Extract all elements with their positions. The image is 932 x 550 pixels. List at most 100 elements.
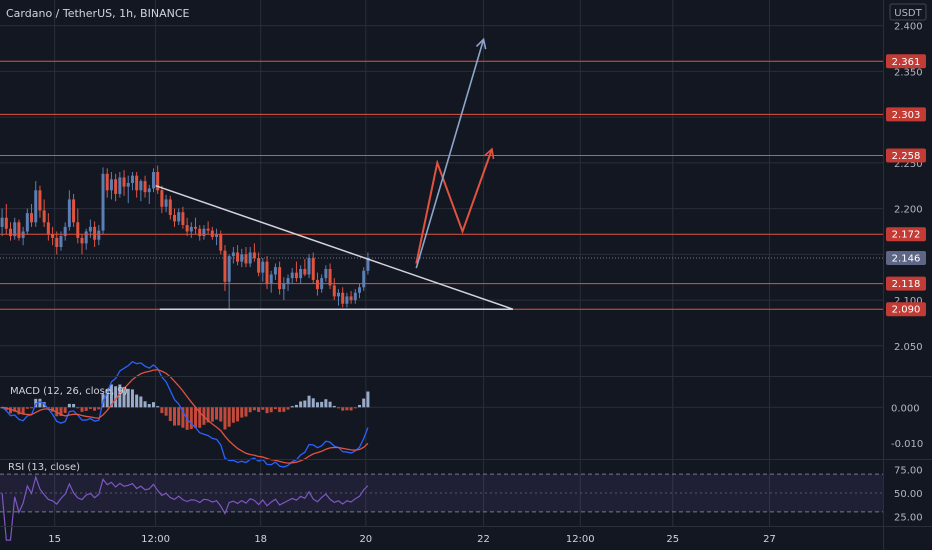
y-tick-label: 2.100 bbox=[894, 296, 923, 307]
candle-body bbox=[42, 210, 46, 223]
candle-body bbox=[273, 267, 277, 275]
macd-histogram-bar bbox=[164, 407, 168, 416]
macd-histogram-bar bbox=[76, 407, 80, 409]
candle-body bbox=[202, 228, 206, 237]
candle-body bbox=[126, 182, 130, 187]
macd-histogram-bar bbox=[135, 394, 139, 408]
macd-histogram-bar bbox=[88, 407, 92, 409]
candle-body bbox=[294, 272, 298, 279]
candle-body bbox=[219, 234, 223, 251]
price-axis[interactable]: 2.4002.3502.3002.2502.2002.1502.1002.050… bbox=[886, 22, 926, 524]
macd-histogram-bar bbox=[114, 386, 118, 408]
projection-arrowhead bbox=[483, 147, 495, 160]
macd-histogram-bar bbox=[168, 407, 172, 422]
candle-body bbox=[299, 268, 303, 279]
rsi-title: RSI (13, close) bbox=[8, 462, 80, 473]
macd-histogram-bar bbox=[38, 398, 42, 408]
currency-badge[interactable] bbox=[889, 3, 927, 21]
candle-body bbox=[181, 212, 185, 226]
x-tick-label: 12:00 bbox=[566, 534, 595, 545]
y-tick-label: 2.400 bbox=[894, 22, 923, 33]
macd-histogram-bar bbox=[244, 407, 248, 417]
macd-histogram-bar bbox=[290, 406, 294, 408]
x-tick-label: 20 bbox=[359, 534, 372, 545]
macd-histogram-bar bbox=[177, 407, 181, 426]
macd-histogram-bar bbox=[194, 407, 198, 428]
level-price-box bbox=[886, 54, 926, 69]
candle-body bbox=[257, 257, 261, 273]
projection-path[interactable] bbox=[415, 39, 485, 269]
candle-body bbox=[345, 296, 349, 304]
candle-body bbox=[168, 199, 172, 215]
projection-path[interactable] bbox=[415, 148, 493, 264]
macd-histogram-bar bbox=[13, 407, 17, 412]
macd-pane bbox=[0, 360, 883, 468]
candle-body bbox=[67, 199, 71, 227]
macd-histogram-bar bbox=[97, 407, 101, 410]
x-tick-label: 12:00 bbox=[141, 534, 170, 545]
macd-histogram-bar bbox=[362, 398, 366, 408]
macd-histogram-bar bbox=[67, 403, 71, 408]
candle-body bbox=[286, 278, 290, 284]
candle-body bbox=[139, 181, 143, 191]
candle-body bbox=[189, 226, 193, 232]
candle-body bbox=[223, 250, 227, 282]
candle-body bbox=[4, 217, 8, 229]
macd-histogram-bar bbox=[261, 407, 265, 410]
candle-body bbox=[55, 237, 59, 248]
macd-histogram-bar bbox=[320, 401, 324, 408]
current-price-box bbox=[886, 250, 926, 265]
macd-histogram-bar bbox=[84, 407, 88, 411]
candle-body bbox=[59, 236, 63, 248]
rsi-tick-label: 25.00 bbox=[894, 513, 923, 524]
macd-histogram-bar bbox=[122, 386, 126, 408]
macd-histogram-bar bbox=[248, 407, 252, 413]
candle-body bbox=[336, 292, 340, 297]
macd-histogram-bar bbox=[156, 406, 160, 408]
candle-body bbox=[265, 261, 269, 284]
candle-body bbox=[30, 213, 34, 223]
macd-histogram-bar bbox=[227, 407, 231, 427]
macd-histogram-bar bbox=[336, 407, 340, 409]
macd-histogram-bar bbox=[118, 384, 122, 408]
candle-body bbox=[38, 190, 42, 211]
candle-body bbox=[231, 252, 235, 257]
macd-histogram-bar bbox=[328, 401, 332, 408]
candle-body bbox=[84, 231, 88, 244]
candle-body bbox=[303, 268, 307, 275]
macd-histogram-bar bbox=[93, 407, 97, 411]
time-axis[interactable]: 15 12:00 18 20 22 12:00 25 27 bbox=[48, 534, 776, 545]
macd-histogram-bar bbox=[257, 407, 261, 413]
candle-body bbox=[261, 261, 265, 273]
candle-body bbox=[248, 252, 252, 264]
macd-histogram-bar bbox=[105, 389, 109, 408]
macd-histogram-bar bbox=[215, 407, 219, 420]
level-price-box bbox=[886, 227, 926, 242]
macd-histogram-bar bbox=[252, 407, 256, 411]
chart-title: Cardano / TetherUS, 1h, BINANCE bbox=[6, 7, 190, 20]
candle-body bbox=[215, 234, 219, 237]
macd-histogram-bar bbox=[151, 402, 155, 408]
y-tick-label: 2.200 bbox=[894, 205, 923, 216]
level-price-label: 2.303 bbox=[892, 110, 921, 121]
candle-body bbox=[105, 173, 109, 191]
candle-body bbox=[130, 175, 134, 183]
macd-signal-line bbox=[1, 369, 369, 464]
candle-body bbox=[206, 228, 210, 231]
candle-body bbox=[80, 237, 84, 244]
macd-histogram-bar bbox=[324, 399, 328, 408]
level-price-box bbox=[886, 302, 926, 317]
macd-histogram-bar bbox=[282, 407, 286, 412]
candles bbox=[0, 165, 370, 310]
overlays bbox=[0, 37, 883, 310]
candle-body bbox=[135, 175, 139, 191]
macd-histogram-bar bbox=[353, 407, 357, 409]
macd-histogram-bar bbox=[341, 407, 345, 411]
trend-line[interactable] bbox=[155, 185, 514, 310]
level-price-box bbox=[886, 148, 926, 163]
rsi-line bbox=[1, 474, 369, 541]
macd-line bbox=[1, 360, 369, 468]
x-tick-label: 15 bbox=[48, 534, 61, 545]
candle-body bbox=[93, 226, 97, 240]
